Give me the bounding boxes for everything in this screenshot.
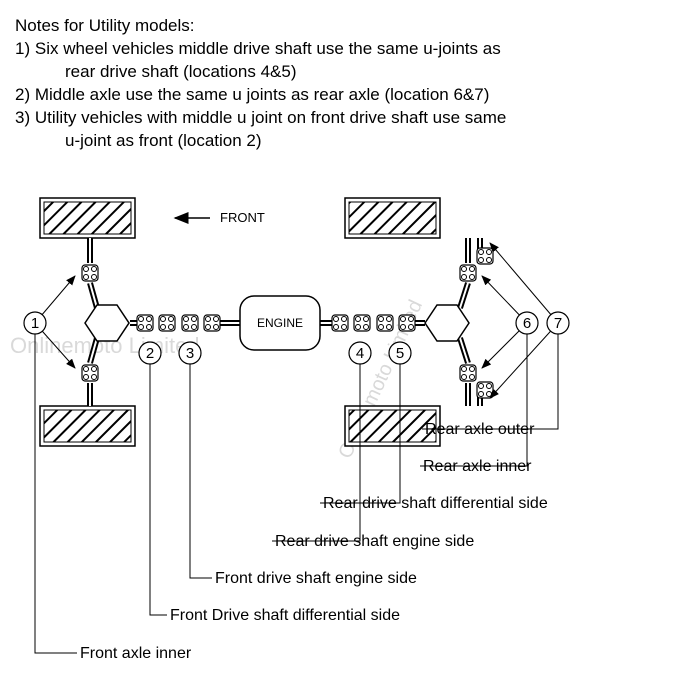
- drivetrain-diagram: ENGINE FRONT 1 Front axle inner 2 Front Dri…: [15, 168, 685, 678]
- svg-text:6: 6: [523, 315, 531, 332]
- front-arrow-group: FRONT: [175, 210, 265, 225]
- svg-text:Front drive shaft engine side: Front drive shaft engine side: [215, 570, 417, 587]
- notes-section: Notes for Utility models: 1) Six wheel v…: [15, 15, 685, 153]
- svg-text:Rear axle inner: Rear axle inner: [423, 458, 532, 475]
- note-3: 3) Utility vehicles with middle u joint …: [15, 107, 685, 153]
- svg-text:FRONT: FRONT: [220, 210, 265, 225]
- engine-group: ENGINE: [240, 296, 320, 350]
- svg-text:1: 1: [31, 315, 39, 332]
- svg-text:Rear drive shaft engine side: Rear drive shaft engine side: [275, 533, 474, 550]
- svg-text:3: 3: [186, 345, 194, 362]
- svg-text:4: 4: [356, 345, 364, 362]
- svg-text:5: 5: [396, 345, 404, 362]
- callouts-group: 1 Front axle inner 2 Front Drive shaft diff…: [24, 312, 569, 662]
- svg-text:7: 7: [554, 315, 562, 332]
- svg-text:ENGINE: ENGINE: [257, 316, 303, 330]
- svg-text:Rear axle outer: Rear axle outer: [425, 421, 535, 438]
- diagram-container: Onlinemoto Limited Onlinemoto Limited EN…: [15, 168, 685, 678]
- svg-text:Front Drive shaft differential: Front Drive shaft differential side: [170, 607, 400, 624]
- note-1: 1) Six wheel vehicles middle drive shaft…: [15, 38, 685, 84]
- svg-text:2: 2: [146, 345, 154, 362]
- note-2: 2) Middle axle use the same u joints as …: [15, 84, 685, 107]
- svg-text:Front axle inner: Front axle inner: [80, 645, 192, 662]
- notes-title: Notes for Utility models:: [15, 15, 685, 38]
- svg-text:Rear drive shaft differential: Rear drive shaft differential side: [323, 495, 548, 512]
